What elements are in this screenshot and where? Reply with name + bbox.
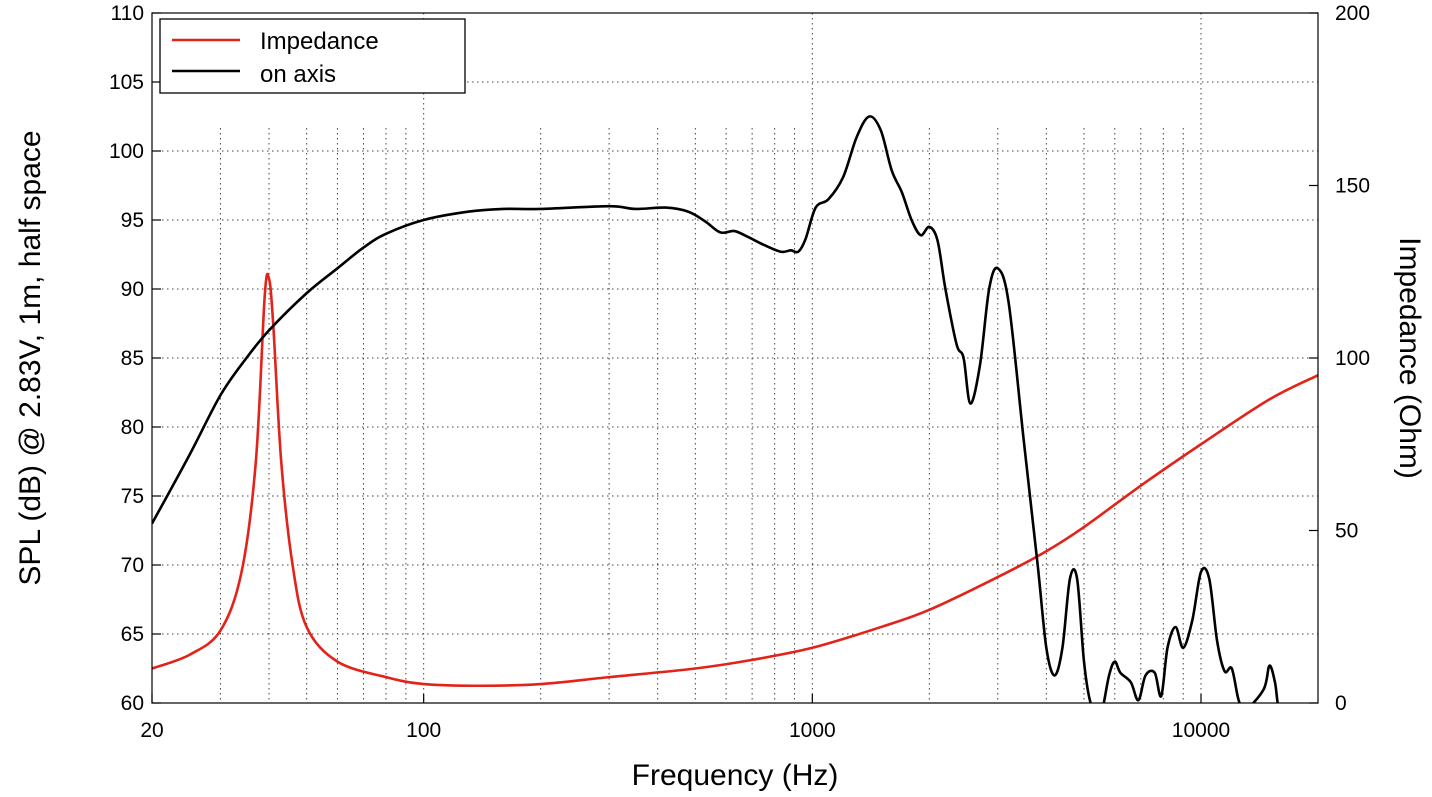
y-tick-label: 65: [121, 623, 144, 646]
legend-label-on-axis: on axis: [260, 61, 336, 88]
y-tick-label: 75: [121, 485, 144, 508]
y-tick-label: 110: [111, 2, 144, 25]
y-axis-right: 0 50 100 150 200: [1309, 2, 1370, 715]
y2-tick-label: 150: [1335, 175, 1370, 198]
x-tick-label: 10000: [1172, 719, 1230, 742]
y-tick-label: 105: [109, 71, 144, 94]
grid: [152, 12, 1318, 704]
y-tick-label: 60: [121, 692, 144, 715]
x-axis: 20 100 1000 10000: [140, 694, 1230, 742]
y-tick-label: 70: [121, 554, 144, 577]
y2-tick-label: 0: [1335, 692, 1347, 715]
series-group: [152, 115, 1318, 703]
series-line-impedance: [152, 272, 1318, 688]
series-line-on-axis: [152, 115, 1279, 703]
y-tick-label: 80: [121, 416, 144, 439]
y2-tick-label: 50: [1335, 520, 1358, 543]
y2-tick-label: 200: [1335, 2, 1370, 25]
y-axis-left: 60 65 70 75 80 85 90 95 100 105 110: [109, 2, 161, 715]
x-tick-label: 1000: [789, 719, 836, 742]
y-axis-title: SPL (dB) @ 2.83V, 1m, half space: [14, 130, 47, 585]
x-tick-label: 100: [406, 719, 441, 742]
y-tick-label: 90: [121, 278, 144, 301]
y2-axis-title: Impedance (Ohm): [1393, 237, 1426, 479]
legend-box: [159, 18, 466, 94]
x-tick-label: 20: [140, 719, 163, 742]
y-tick-label: 95: [121, 209, 144, 232]
y-tick-label: 85: [121, 347, 144, 370]
y-tick-label: 100: [109, 140, 144, 163]
legend: Impedance on axis: [159, 18, 466, 94]
legend-label-impedance: Impedance: [260, 28, 379, 55]
y2-tick-label: 100: [1335, 347, 1370, 370]
x-axis-title: Frequency (Hz): [632, 759, 839, 792]
